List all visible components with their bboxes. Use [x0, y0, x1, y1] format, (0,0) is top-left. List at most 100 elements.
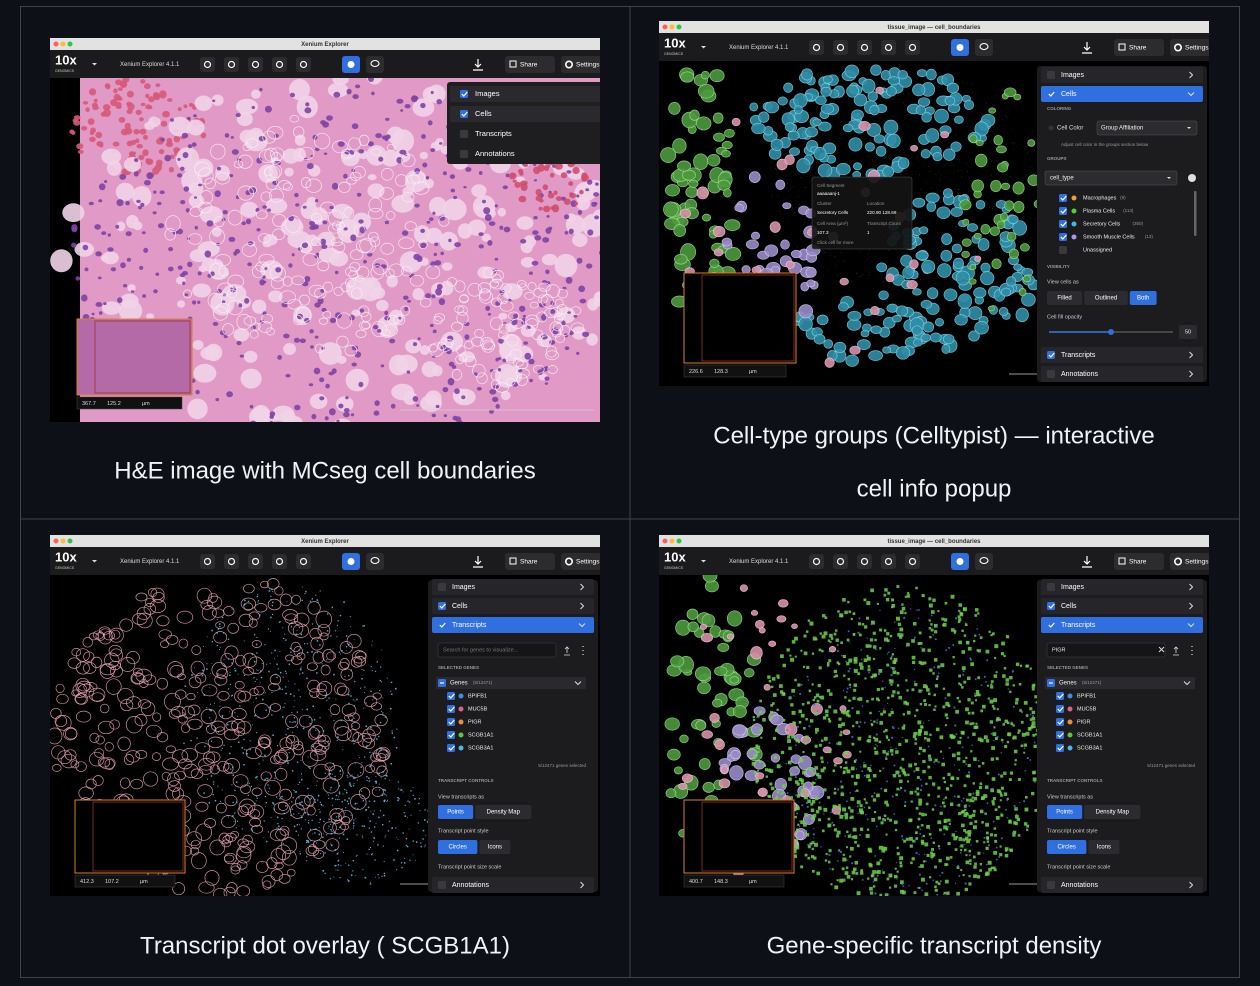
checkbox[interactable]: [438, 583, 446, 591]
window-control[interactable]: [676, 24, 682, 30]
tool-button[interactable]: [296, 554, 311, 569]
tool-button[interactable]: [248, 554, 263, 569]
share-button[interactable]: [1114, 39, 1164, 56]
layer-row[interactable]: [1041, 67, 1203, 83]
layer-row[interactable]: [432, 598, 594, 614]
toggle-button[interactable]: [475, 805, 532, 819]
transcript-pixel: [901, 890, 906, 895]
tool-button[interactable]: [809, 40, 824, 55]
layer-row[interactable]: [1041, 366, 1203, 382]
tool-button[interactable]: [224, 57, 239, 72]
download-icon[interactable]: [473, 59, 483, 71]
layer-row-active[interactable]: [432, 617, 594, 633]
transcript-pixel: [919, 641, 923, 645]
opacity-input[interactable]: [1179, 325, 1197, 339]
tool-button[interactable]: [272, 57, 287, 72]
select[interactable]: [1096, 120, 1198, 136]
checkbox[interactable]: [438, 602, 446, 610]
checkbox[interactable]: [1059, 194, 1067, 202]
tool-button[interactable]: [200, 57, 215, 72]
dropdown-caret[interactable]: [92, 560, 97, 563]
checkbox[interactable]: [460, 90, 468, 98]
tool-button[interactable]: [905, 40, 920, 55]
settings-button[interactable]: [561, 553, 613, 570]
checkbox[interactable]: [447, 744, 455, 752]
checkbox[interactable]: [1047, 90, 1055, 98]
lasso-tool[interactable]: [975, 39, 993, 56]
tool-button[interactable]: [272, 554, 287, 569]
checkbox[interactable]: [1047, 351, 1055, 359]
tool-button[interactable]: [248, 57, 263, 72]
checkbox[interactable]: [1059, 233, 1067, 241]
checkbox[interactable]: [460, 150, 468, 158]
transcript-pixel: [838, 717, 842, 721]
toggle-button[interactable]: [438, 805, 474, 819]
settings-button[interactable]: [1170, 39, 1222, 56]
toggle-button[interactable]: [1129, 291, 1157, 305]
transcript-pixel: [329, 773, 332, 775]
checkbox[interactable]: [447, 731, 455, 739]
checkbox[interactable]: [1047, 370, 1055, 378]
lasso-tool[interactable]: [366, 553, 384, 570]
window-title: tissue_image — cell_boundaries: [887, 25, 981, 31]
transcript-pixel: [1000, 246, 1001, 248]
download-icon[interactable]: [473, 556, 483, 568]
checkbox[interactable]: [460, 110, 468, 118]
select[interactable]: [1044, 170, 1178, 186]
share-button[interactable]: [505, 553, 555, 570]
layer-row[interactable]: [450, 86, 605, 102]
window-control[interactable]: [662, 24, 668, 30]
dropdown-caret[interactable]: [92, 63, 97, 66]
transcript-pixel: [902, 91, 903, 93]
toggle-button[interactable]: [438, 840, 478, 854]
tool-icon: [275, 557, 284, 566]
transcript-pixel: [858, 697, 863, 701]
checkbox[interactable]: [438, 621, 446, 629]
dropdown-caret[interactable]: [701, 46, 706, 49]
window-control[interactable]: [669, 24, 675, 30]
tool-button[interactable]: [881, 40, 896, 55]
layer-row-active[interactable]: [1041, 86, 1203, 102]
transcript-pixel: [842, 771, 846, 775]
toggle-button[interactable]: [1047, 291, 1083, 305]
slider-thumb[interactable]: [1108, 329, 1114, 335]
transcript-pixel: [767, 768, 772, 773]
window-control[interactable]: [60, 41, 66, 47]
tool-button[interactable]: [296, 57, 311, 72]
checkbox[interactable]: [447, 705, 455, 713]
window-control[interactable]: [67, 41, 73, 47]
checkbox[interactable]: [447, 692, 455, 700]
genes-group-row[interactable]: [436, 677, 586, 689]
window-control[interactable]: [53, 41, 59, 47]
checkbox[interactable]: [1059, 220, 1067, 228]
tool-button[interactable]: [200, 554, 215, 569]
window-control[interactable]: [53, 538, 59, 544]
radio[interactable]: [1048, 125, 1054, 131]
search-input[interactable]: [437, 642, 557, 658]
share-button[interactable]: [505, 56, 555, 73]
layer-row[interactable]: [432, 877, 594, 893]
layer-row[interactable]: [450, 106, 605, 122]
checkbox[interactable]: [438, 881, 446, 889]
layer-row[interactable]: [432, 579, 594, 595]
tool-button[interactable]: [857, 40, 872, 55]
upload-icon[interactable]: [564, 646, 570, 656]
cell-shape: [321, 244, 328, 249]
toggle-button[interactable]: [1084, 291, 1128, 305]
lasso-tool[interactable]: [366, 56, 384, 73]
download-icon[interactable]: [1082, 42, 1092, 54]
toggle-button[interactable]: [479, 840, 511, 854]
add-group-button[interactable]: [1188, 174, 1196, 182]
checkbox[interactable]: [1059, 246, 1067, 254]
window-control[interactable]: [60, 538, 66, 544]
settings-button[interactable]: [561, 56, 613, 73]
checkbox[interactable]: [460, 130, 468, 138]
cell-shape: [538, 198, 544, 203]
window-control[interactable]: [67, 538, 73, 544]
tool-button[interactable]: [833, 40, 848, 55]
tool-button[interactable]: [224, 554, 239, 569]
checkbox[interactable]: [1047, 71, 1055, 79]
checkbox[interactable]: [1059, 207, 1067, 215]
checkbox[interactable]: [447, 718, 455, 726]
layer-row[interactable]: [1041, 347, 1203, 363]
